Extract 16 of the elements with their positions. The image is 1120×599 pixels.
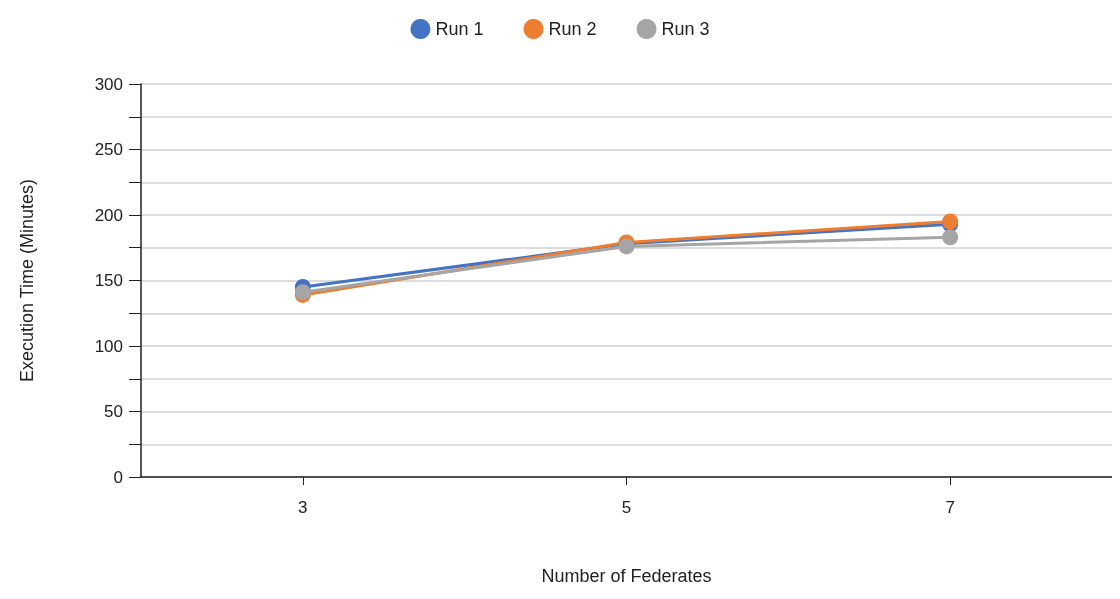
y-tick-label: 200 [94, 205, 123, 225]
legend-label: Run 3 [661, 19, 710, 39]
y-axis-title: Execution Time (Minutes) [17, 178, 37, 383]
y-tick-label: 250 [94, 140, 123, 159]
x-tick-label: 7 [945, 498, 955, 517]
y-tick-label: 50 [104, 402, 123, 421]
point [942, 229, 959, 246]
x-tick-label: 5 [621, 498, 632, 517]
y-tick-label: 100 [94, 336, 123, 356]
x-tick-label: 3 [298, 498, 308, 517]
y-tick-label: 300 [94, 74, 123, 94]
legend-label: Run 2 [548, 19, 597, 39]
legend-label: Run 1 [435, 19, 484, 39]
x-axis-title: Number of Federates [541, 566, 712, 586]
y-tick-label: 0 [113, 467, 123, 487]
y-tick-label: 150 [94, 271, 123, 290]
